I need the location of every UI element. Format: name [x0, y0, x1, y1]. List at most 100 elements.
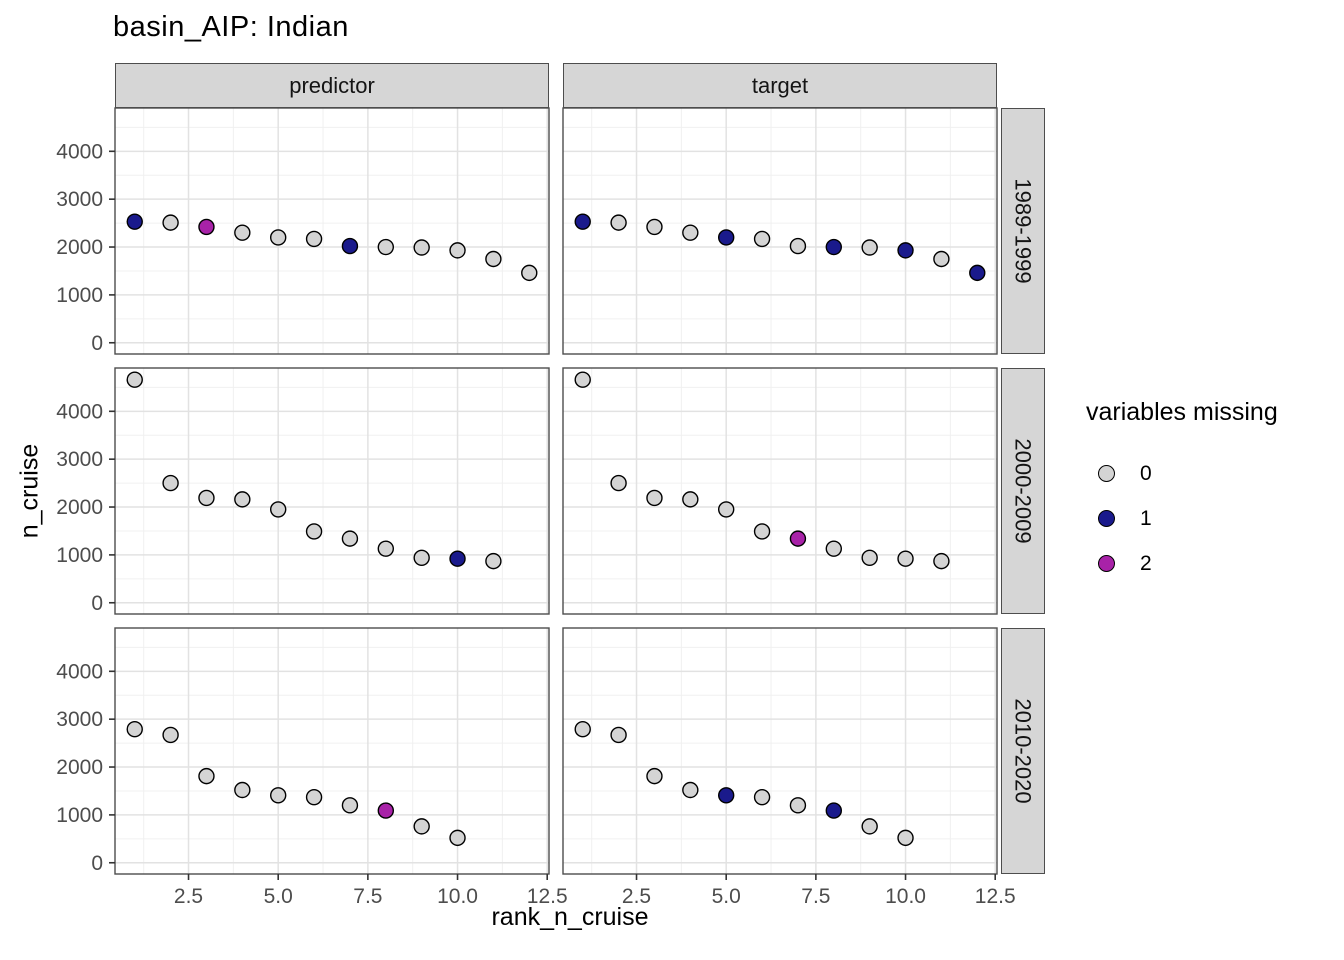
panel-border: [562, 107, 998, 355]
data-point: [789, 530, 807, 547]
x-tick-label: 10.0: [437, 885, 478, 908]
data-point: [897, 242, 914, 259]
data-point: [753, 788, 771, 806]
data-point: [126, 213, 143, 230]
y-tick-label: 0: [91, 332, 103, 355]
data-point: [341, 237, 359, 255]
x-tick-label: 2.5: [622, 885, 651, 908]
data-point: [305, 523, 323, 540]
data-point: [162, 726, 179, 744]
y-tick-label: 1000: [56, 284, 103, 307]
data-point: [610, 726, 627, 744]
panel-background: [115, 108, 549, 354]
facet-strip-predictor: predictor: [115, 63, 549, 108]
data-point: [717, 787, 735, 804]
legend-item-label: 1: [1140, 506, 1152, 530]
data-point: [646, 489, 663, 507]
data-point: [449, 550, 466, 567]
data-point: [305, 788, 323, 806]
legend-item-0: 0: [1086, 451, 1278, 496]
data-point: [933, 552, 950, 570]
data-point: [969, 264, 986, 282]
data-point: [861, 549, 878, 566]
data-point: [413, 818, 430, 835]
data-point: [126, 371, 143, 388]
y-tick-label: 3000: [56, 448, 103, 471]
y-tick-label: 2000: [56, 236, 103, 259]
facet-strip-label: 1989-1999: [1011, 178, 1036, 284]
data-point: [682, 224, 699, 241]
data-point: [753, 230, 771, 248]
data-point: [646, 218, 663, 236]
legend-item-2: 2: [1086, 541, 1278, 586]
data-point: [574, 213, 591, 230]
data-point: [682, 491, 699, 508]
data-point: [305, 230, 323, 248]
data-point: [574, 721, 591, 738]
data-point: [377, 802, 395, 819]
data-point: [717, 501, 735, 518]
panel-background: [115, 368, 549, 614]
panel-background: [563, 108, 997, 354]
data-point: [198, 767, 215, 785]
x-axis-title: rank_n_cruise: [491, 903, 649, 931]
data-point: [485, 552, 502, 570]
y-tick-label: 1000: [56, 544, 103, 567]
x-tick-label: 5.0: [712, 885, 741, 908]
facet-strip-2010-2020: 2010-2020: [1001, 628, 1045, 874]
x-tick-label: 7.5: [353, 885, 382, 908]
legend-title: variables missing: [1086, 398, 1278, 426]
data-point: [377, 540, 395, 557]
data-point: [825, 540, 843, 557]
data-point: [126, 721, 143, 738]
data-point: [234, 781, 251, 799]
data-point: [521, 264, 538, 282]
x-tick-label: 12.5: [975, 885, 1016, 908]
data-point: [377, 238, 395, 256]
y-tick-label: 2000: [56, 496, 103, 519]
plot-title: basin_AIP: Indian: [113, 11, 349, 43]
data-point: [341, 797, 359, 814]
facet-strip-2000-2009: 2000-2009: [1001, 368, 1045, 614]
facet-strip-label: 2010-2020: [1011, 698, 1036, 804]
legend-key-2-circle-icon: [1098, 555, 1115, 572]
x-tick-label: 12.5: [527, 885, 568, 908]
y-tick-label: 2000: [56, 756, 103, 779]
y-tick-label: 0: [91, 592, 103, 615]
data-point: [234, 491, 251, 508]
data-point: [861, 239, 878, 256]
facet-strip-label: predictor: [289, 72, 375, 98]
facet-strip-1989-1999: 1989-1999: [1001, 108, 1045, 354]
data-point: [162, 214, 179, 231]
panel-border: [562, 367, 998, 615]
facet-strip-label: 2000-2009: [1011, 438, 1036, 544]
panel-background: [563, 368, 997, 614]
data-point: [861, 818, 878, 835]
panel-border: [562, 627, 998, 875]
panel-border: [114, 367, 550, 615]
data-point: [717, 229, 735, 246]
y-tick-label: 4000: [56, 140, 103, 163]
facet-strip-target: target: [563, 63, 997, 108]
data-point: [682, 781, 699, 799]
data-point: [610, 214, 627, 231]
data-point: [341, 530, 359, 547]
y-tick-label: 3000: [56, 708, 103, 731]
data-point: [449, 242, 466, 259]
y-tick-label: 4000: [56, 400, 103, 423]
data-point: [789, 797, 807, 814]
data-point: [825, 802, 843, 819]
legend-item-1: 1: [1086, 496, 1278, 541]
data-point: [897, 550, 914, 567]
legend-key-1-circle-icon: [1098, 510, 1115, 527]
y-tick-label: 3000: [56, 188, 103, 211]
y-tick-label: 0: [91, 852, 103, 875]
data-point: [269, 501, 287, 518]
legend-key-0-circle-icon: [1098, 465, 1115, 482]
legend-item-label: 0: [1140, 461, 1152, 485]
data-point: [413, 549, 430, 566]
data-point: [449, 829, 466, 847]
facet-strip-label: target: [751, 72, 809, 98]
data-point: [413, 239, 430, 256]
